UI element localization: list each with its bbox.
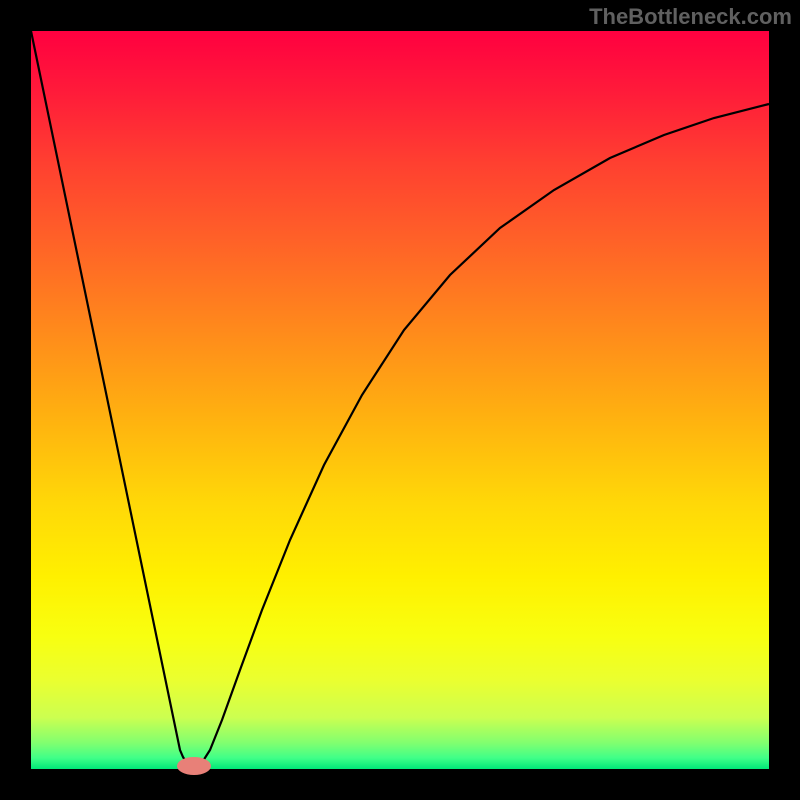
chart-container: TheBottleneck.com: [0, 0, 800, 800]
optimal-marker: [177, 757, 211, 775]
gradient-background: [31, 31, 769, 769]
watermark-text: TheBottleneck.com: [589, 4, 792, 30]
plot-area: [0, 0, 800, 800]
